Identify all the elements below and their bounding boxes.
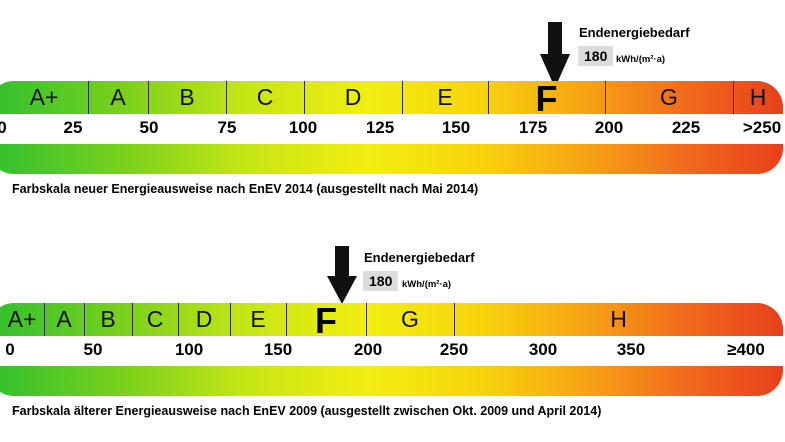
indicator-old-arrow-icon (327, 246, 357, 326)
tick-label: ≥400 (727, 340, 765, 359)
tick-label: 250 (439, 340, 469, 359)
scale-new-bar: A+ A B C D E F G H 0 25 50 75 100 125 15… (0, 81, 783, 174)
indicator-new-unit: kWh/(m²·a) (616, 54, 666, 65)
tick-label: 100 (174, 340, 204, 359)
class-cell-active: F (535, 81, 558, 119)
class-cell: B (100, 306, 116, 332)
class-cell: H (749, 84, 767, 110)
scale-old-tick-band (0, 336, 783, 366)
scale-new-tick-band (0, 114, 783, 144)
tick-label: 350 (616, 340, 646, 359)
tick-label: 0 (5, 340, 15, 359)
class-cell: C (146, 306, 164, 332)
tick-label: 75 (217, 118, 237, 137)
tick-label: 300 (528, 340, 558, 359)
indicator-new-value: 180 (578, 46, 614, 66)
indicator-old-value: 180 (363, 271, 399, 291)
tick-label: 225 (671, 118, 701, 137)
class-cell: E (250, 306, 266, 332)
class-cell: C (256, 84, 274, 110)
tick-label: 0 (0, 118, 7, 137)
tick-label: 175 (518, 118, 548, 137)
scale-new-caption: Farbskala neuer Energieausweise nach EnE… (12, 182, 479, 196)
tick-label: 200 (594, 118, 624, 137)
tick-label: 125 (365, 118, 395, 137)
class-cell: A (56, 306, 72, 332)
tick-label: 50 (139, 118, 159, 137)
class-cell: B (179, 84, 195, 110)
class-cell: D (344, 84, 362, 110)
class-cell: G (401, 306, 419, 332)
class-cell: G (660, 84, 678, 110)
class-cell: A (110, 84, 126, 110)
scale-old-caption: Farbskala älterer Energieausweise nach E… (12, 404, 602, 418)
class-cell: D (195, 306, 213, 332)
class-cell: E (437, 84, 453, 110)
scale-old-bar: A+ A B C D E F G H 0 50 100 150 200 250 … (0, 303, 783, 396)
indicator-old-unit: kWh/(m²·a) (402, 279, 452, 290)
class-cell: A+ (29, 84, 59, 110)
tick-label: 200 (353, 340, 383, 359)
tick-label: 25 (63, 118, 83, 137)
indicator-new-label: Endenergiebedarf (579, 25, 690, 40)
scale-new-class-row: A+ A B C D E F G H (0, 81, 783, 119)
tick-label: 150 (263, 340, 293, 359)
tick-label: 50 (83, 340, 103, 359)
tick-label: 150 (441, 118, 471, 137)
indicator-old-label: Endenergiebedarf (364, 250, 475, 265)
tick-label: >250 (742, 118, 782, 137)
class-cell-active: F (315, 303, 337, 341)
class-cell: H (610, 306, 627, 332)
tick-label: 100 (288, 118, 318, 137)
scale-old-class-row: A+ A B C D E F G H (0, 303, 783, 341)
class-cell: A+ (7, 306, 37, 332)
